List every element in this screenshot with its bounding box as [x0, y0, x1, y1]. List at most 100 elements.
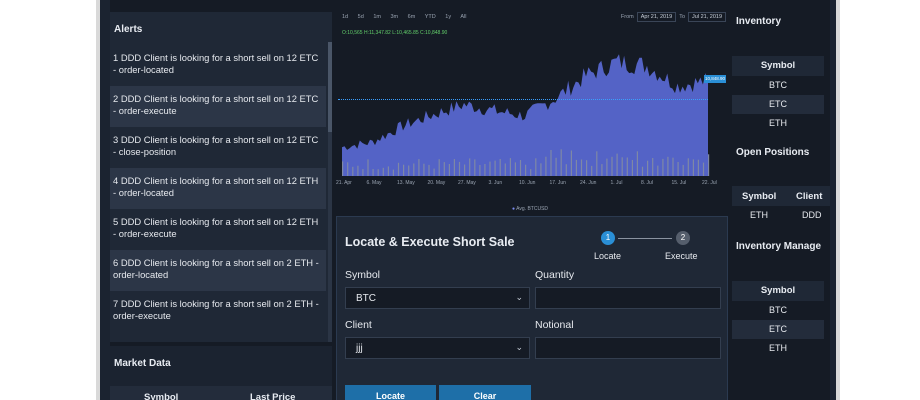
locate-execute-form: Locate & Execute Short Sale 1 2 Locate E…: [336, 216, 728, 400]
alert-item[interactable]: 7 DDD Client is looking for a short sell…: [110, 291, 326, 332]
range-all[interactable]: All: [460, 14, 467, 20]
quantity-input[interactable]: [535, 287, 721, 309]
market-data-panel: Market Data Symbol Last Price: [110, 346, 332, 400]
volume-bar: [525, 164, 527, 176]
alerts-scrollbar[interactable]: [328, 42, 332, 342]
volume-bar: [662, 158, 664, 176]
inventory-management-title: Inventory Manage: [736, 241, 822, 252]
volume-bar: [499, 159, 501, 176]
volume-bar: [606, 158, 608, 176]
alert-item[interactable]: 1 DDD Client is looking for a short sell…: [110, 45, 326, 86]
range-6m[interactable]: 6m: [407, 14, 416, 20]
to-date-input[interactable]: Jul 21, 2019: [688, 12, 726, 22]
x-tick-label: 6. May: [366, 180, 382, 186]
chart-legend[interactable]: ● Avg. BTCUSD: [512, 206, 548, 212]
symbol-select[interactable]: BTC ⌄: [345, 287, 530, 309]
volume-bar: [530, 169, 532, 176]
volume-bar: [702, 162, 705, 176]
volume-bar: [479, 165, 481, 176]
volume-bar: [682, 164, 684, 176]
chart-plot[interactable]: [336, 8, 728, 208]
volume-bar: [636, 151, 638, 176]
clear-button[interactable]: Clear: [439, 385, 531, 400]
date-range: From Apr 21, 2019 To Jul 21, 2019: [621, 12, 726, 22]
x-tick-label: 3. Jun: [488, 180, 503, 186]
volume-bar: [560, 149, 562, 176]
volume-bar: [367, 159, 369, 176]
x-axis: 21. Apr 6. May 13. May 20. May 27. May 3. Jun…: [336, 180, 728, 190]
from-date-input[interactable]: Apr 21, 2019: [636, 12, 677, 22]
volume-bar: [377, 169, 379, 176]
volume-bar: [708, 154, 710, 176]
last-price-line: [338, 99, 708, 100]
volume-bar: [504, 163, 506, 176]
market-data-header: Symbol Last Price: [110, 386, 332, 400]
range-ytd[interactable]: YTD: [424, 14, 436, 20]
inventory-table: Symbol BTC ETC ETH: [732, 56, 824, 133]
x-tick-label: 27. May: [458, 180, 476, 186]
client-select[interactable]: jjj ⌄: [345, 337, 530, 359]
table-row[interactable]: ETC: [732, 95, 824, 114]
volume-bar: [428, 164, 430, 176]
table-row[interactable]: ETC: [732, 320, 824, 339]
alert-item[interactable]: 6 DDD Client is looking for a short sell…: [110, 250, 326, 291]
volume-bar: [697, 159, 699, 176]
client-select-value: jjj: [356, 343, 363, 354]
table-row[interactable]: BTC: [732, 301, 824, 320]
volume-bar: [591, 165, 593, 176]
column-header-client[interactable]: Client: [796, 191, 823, 202]
step-1-label: Locate: [594, 251, 622, 261]
range-1d[interactable]: 1d: [342, 14, 349, 20]
position-symbol: ETH: [750, 210, 768, 220]
volume-bar: [519, 160, 522, 176]
x-tick-label: 17. Jun: [549, 180, 566, 186]
table-row[interactable]: BTC: [732, 76, 824, 95]
alert-item[interactable]: 2 DDD Client is looking for a short sell…: [110, 86, 326, 127]
volume-bar: [677, 162, 679, 176]
alert-item[interactable]: 4 DDD Client is looking for a short sell…: [110, 168, 326, 209]
notional-label: Notional: [535, 319, 574, 331]
volume-bar: [509, 158, 511, 176]
volume-bar: [397, 162, 400, 176]
client-label: Client: [345, 319, 372, 331]
volume-bar: [342, 161, 344, 176]
volume-bar: [357, 165, 359, 176]
inventory-management-symbol-header[interactable]: Symbol: [732, 281, 824, 301]
ohlc-readout: O:10,565 H:11,347.82 L:10,465.85 C:10,84…: [342, 30, 448, 36]
locate-button[interactable]: Locate: [345, 385, 436, 400]
volume-bar: [631, 160, 633, 176]
market-data-title: Market Data: [114, 358, 171, 369]
inventory-management-table: Symbol BTC ETC ETH: [732, 281, 824, 358]
step-2-indicator: 2: [676, 231, 690, 245]
symbol-select-value: BTC: [356, 293, 376, 304]
volume-bar: [392, 169, 394, 176]
volume-bar: [540, 163, 542, 176]
range-1m[interactable]: 1m: [373, 14, 381, 20]
column-header-symbol[interactable]: Symbol: [742, 191, 777, 202]
volume-bar: [347, 162, 349, 176]
table-row[interactable]: ETH DDD: [732, 206, 830, 224]
chevron-down-icon: ⌄: [515, 292, 523, 302]
table-row[interactable]: ETH: [732, 339, 824, 358]
column-header-last-price[interactable]: Last Price: [250, 392, 296, 400]
scrollbar-thumb[interactable]: [328, 42, 332, 132]
alert-item[interactable]: 3 DDD Client is looking for a short sell…: [110, 127, 326, 168]
legend-label: Avg. BTCUSD: [516, 206, 549, 212]
volume-bar: [672, 157, 674, 176]
inventory-symbol-header[interactable]: Symbol: [732, 56, 824, 76]
range-3m[interactable]: 3m: [390, 14, 399, 20]
volume-bar: [667, 156, 669, 176]
range-1y[interactable]: 1y: [445, 14, 452, 20]
column-header-symbol[interactable]: Symbol: [144, 392, 179, 400]
volume-bar: [586, 160, 588, 176]
range-5d[interactable]: 5d: [357, 14, 364, 20]
volume-bar: [535, 158, 537, 176]
last-price-tag: 10,848.90: [704, 75, 726, 83]
alert-item[interactable]: 5 DDD Client is looking for a short sell…: [110, 209, 326, 250]
table-row[interactable]: ETH: [732, 114, 824, 133]
notional-input[interactable]: [535, 337, 721, 359]
volume-bar: [545, 156, 547, 176]
volume-bar: [570, 150, 572, 176]
volume-bar: [647, 160, 649, 176]
volume-bar: [626, 157, 628, 176]
